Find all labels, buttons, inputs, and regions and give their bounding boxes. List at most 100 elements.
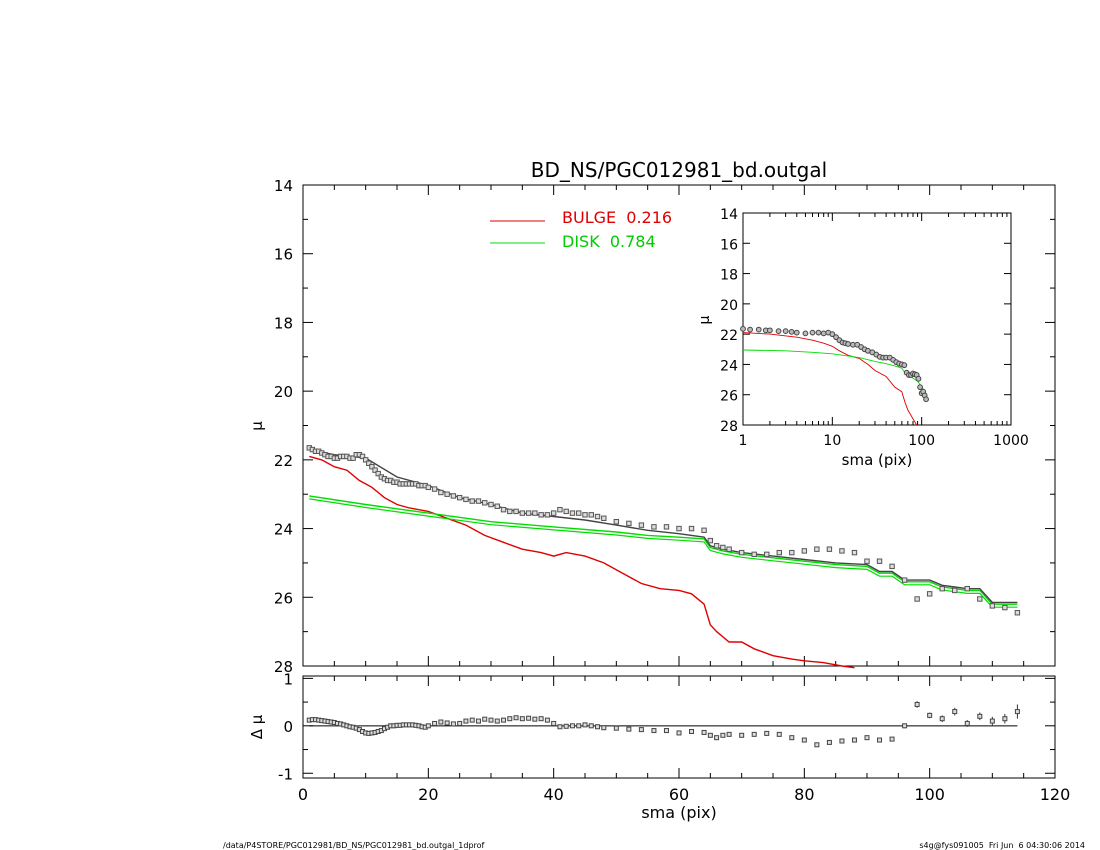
data-point [369, 464, 375, 470]
inset-y-tick-label: 26 [720, 389, 738, 405]
residual-point [764, 730, 770, 736]
data-point [482, 500, 488, 506]
residual-point [952, 709, 958, 715]
residual-point [551, 720, 557, 726]
inset-data-point [755, 326, 762, 333]
residual-point [475, 718, 481, 724]
data-point [469, 498, 475, 504]
data-point [952, 587, 958, 594]
x-tick-label: 20 [418, 785, 438, 804]
data-point [601, 515, 607, 521]
x-tick-label: 100 [914, 785, 945, 804]
data-point [626, 520, 632, 527]
residual-point [488, 717, 494, 723]
data-point [851, 549, 858, 556]
data-point [456, 494, 463, 501]
data-point [494, 503, 500, 509]
inset-x-tick-label: 10 [823, 433, 841, 449]
residual-point [801, 737, 807, 743]
y-tick-label: 20 [274, 383, 293, 401]
inset-y-tick-label: 14 [720, 207, 738, 223]
data-point [359, 453, 366, 460]
inset-data-point [815, 329, 822, 336]
legend: BULGE 0.216 DISK 0.784 [490, 208, 672, 251]
data-point [475, 498, 482, 504]
data-point [764, 551, 770, 558]
data-point [901, 577, 908, 583]
data-point [594, 513, 601, 520]
data-point [519, 510, 526, 516]
residual-point [425, 723, 431, 729]
inset-data-point [775, 328, 782, 335]
data-point [532, 510, 538, 516]
data-point [688, 525, 695, 532]
series-line-disk-lower [309, 498, 1018, 608]
inset-series-group [742, 332, 928, 426]
residual-point [526, 715, 532, 721]
residual-point [582, 722, 588, 728]
residual-point [469, 717, 475, 723]
residual-point [595, 724, 601, 730]
main-y-label: μ [248, 421, 266, 431]
data-point [638, 522, 645, 528]
legend-bulge-label: BULGE 0.216 [562, 208, 672, 227]
residual-point [494, 718, 500, 724]
data-point [362, 457, 369, 463]
residual-point [902, 723, 908, 729]
residual-point [914, 701, 920, 707]
data-point [789, 549, 795, 556]
residual-point [701, 729, 707, 735]
residual-point [626, 726, 632, 732]
y-tick-label: 18 [274, 314, 293, 332]
inset-data-point [802, 330, 809, 337]
x-tick-label: 40 [543, 785, 563, 804]
residual-point [776, 731, 782, 737]
inset-data-point [820, 330, 827, 337]
series-line-bulge [309, 455, 855, 669]
main-data-points [306, 445, 1021, 616]
data-point [977, 596, 983, 602]
residual-point [588, 723, 594, 729]
inset-y-label: μ [697, 315, 713, 324]
data-point [544, 512, 551, 518]
residual-y-tick-label: 0 [283, 718, 293, 736]
data-point [450, 493, 457, 499]
x-tick-label: 0 [298, 785, 308, 804]
data-point [1002, 604, 1008, 611]
inset-y-tick-label: 22 [720, 328, 738, 344]
series-line-disk [309, 495, 1018, 605]
data-point [576, 510, 582, 516]
inset-y-tick-label: 16 [720, 237, 738, 253]
residual-point [739, 732, 745, 738]
data-point [372, 467, 378, 473]
residual-point [977, 713, 983, 719]
data-point [720, 544, 726, 551]
data-point [713, 543, 720, 549]
data-point [569, 510, 576, 516]
data-point [444, 491, 450, 497]
x-axis-label: sma (pix) [641, 803, 716, 822]
y-tick-label: 14 [274, 177, 293, 195]
footer-timestamp: s4g@fys091005 Fri Jun 6 04:30:06 2014 [919, 841, 1085, 850]
residual-point [789, 735, 795, 741]
data-point [676, 525, 682, 532]
residual-point [457, 720, 463, 726]
inset-plot-frame [742, 212, 1012, 426]
data-point [557, 506, 563, 513]
data-point [582, 512, 588, 518]
data-point [864, 558, 870, 564]
x-tick-label: 60 [669, 785, 689, 804]
residual-point [726, 731, 732, 737]
data-point [826, 546, 833, 552]
data-point [801, 548, 808, 554]
residual-point [939, 716, 945, 722]
inset-y-tick-label: 24 [720, 358, 738, 374]
data-point [776, 549, 782, 556]
residual-point [444, 720, 450, 726]
data-point [438, 489, 444, 496]
residual-point [519, 716, 525, 722]
inset-y-tick-label: 20 [720, 298, 738, 314]
data-point [964, 585, 970, 592]
residual-y-tick-label: -1 [278, 765, 293, 783]
